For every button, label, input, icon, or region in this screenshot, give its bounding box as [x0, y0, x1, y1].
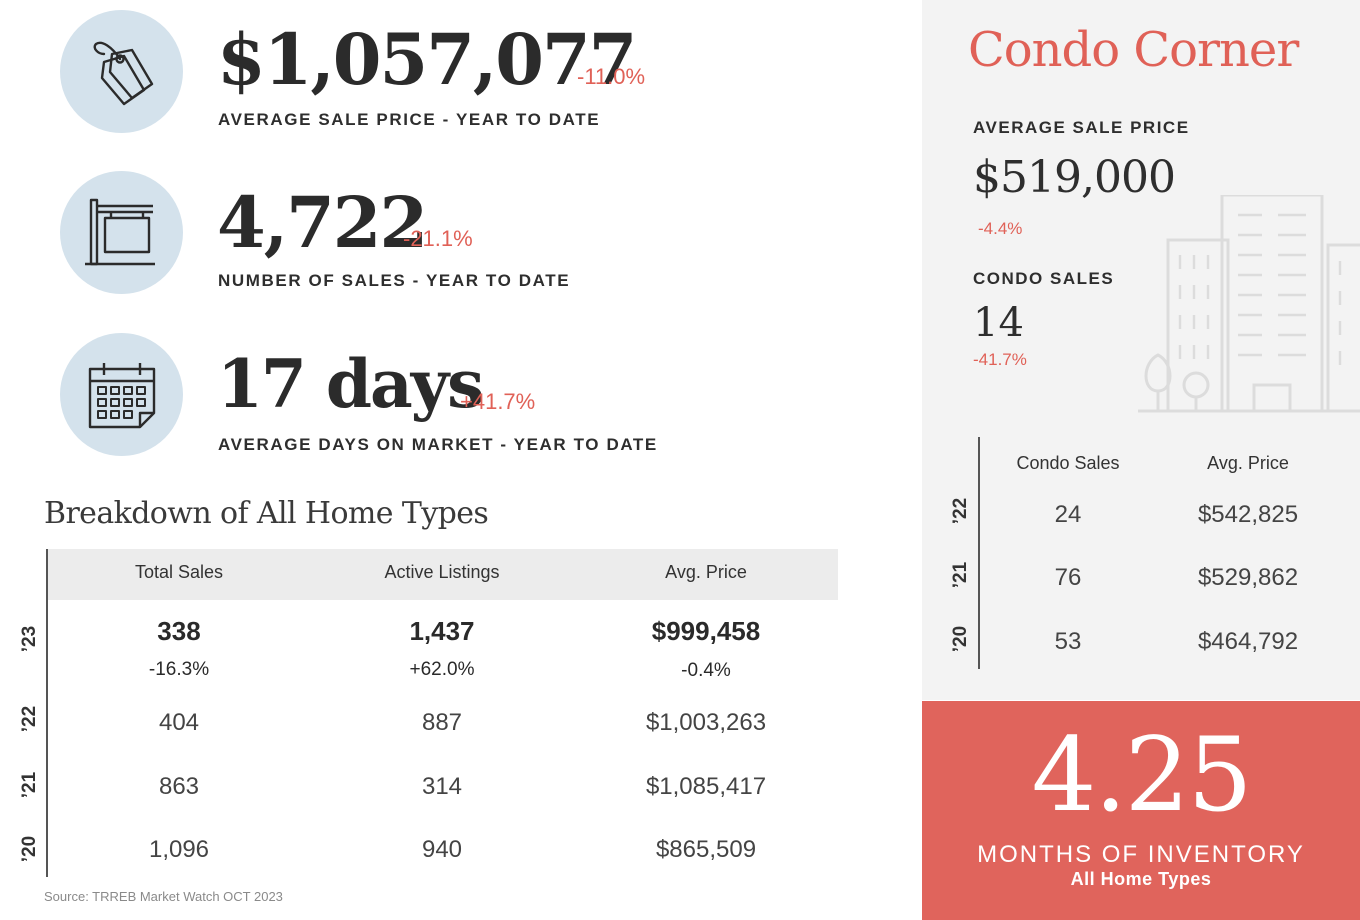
breakdown-23-total-sales: 338: [157, 616, 201, 646]
condo-22-sales: 24: [1054, 501, 1082, 528]
number-of-sales-label: NUMBER OF SALES - YEAR TO DATE: [218, 271, 571, 290]
breakdown-table-header: [47, 549, 838, 600]
breakdown-year-23: ’23: [19, 625, 40, 653]
condo-header-sales: Condo Sales: [1016, 453, 1120, 473]
condo-sales-label: CONDO SALES: [973, 269, 1115, 288]
price-tag-icon-circle: [60, 10, 183, 133]
days-on-market-change: +41.7%: [460, 389, 536, 414]
number-of-sales-change: -21.1%: [403, 226, 473, 251]
breakdown-header-total-sales: Total Sales: [134, 562, 224, 582]
condo-avg-price-value: $519,000: [973, 152, 1176, 203]
breakdown-23-active-listings-change: +62.0%: [409, 659, 475, 680]
breakdown-21-avg-price: $1,085,417: [645, 773, 767, 800]
breakdown-21-total-sales: 863: [158, 773, 200, 800]
breakdown-22-active-listings: 887: [421, 709, 463, 736]
breakdown-23-avg-price: $999,458: [651, 616, 761, 646]
inventory-box: [922, 701, 1360, 920]
condo-sales-change: -41.7%: [973, 350, 1027, 369]
breakdown-23-avg-price-change: -0.4%: [681, 660, 731, 681]
average-sale-price-value: $1,057,077: [217, 18, 637, 101]
condo-avg-price-change: -4.4%: [978, 219, 1023, 238]
breakdown-23-total-sales-change: -16.3%: [148, 659, 210, 680]
days-on-market-value: 17 days: [217, 345, 484, 423]
calendar-icon: [88, 362, 155, 428]
breakdown-21-active-listings: 314: [421, 773, 463, 800]
condo-table-divider: [978, 437, 980, 669]
condo-20-avg-price: $464,792: [1197, 628, 1299, 655]
condo-20-sales: 53: [1054, 628, 1082, 655]
condo-22-avg-price: $542,825: [1197, 501, 1299, 528]
condo-year-21: ’21: [950, 561, 971, 589]
breakdown-header-active-listings: Active Listings: [384, 562, 500, 582]
condo-year-20: ’20: [950, 625, 971, 653]
for-sale-sign-icon-circle: [60, 171, 183, 294]
average-sale-price-change: -11.0%: [577, 64, 646, 89]
breakdown-23-active-listings: 1,437: [409, 616, 475, 646]
calendar-icon-circle: [60, 333, 183, 456]
breakdown-20-total-sales: 1,096: [148, 836, 210, 863]
condo-21-sales: 76: [1054, 564, 1082, 591]
condo-21-avg-price: $529,862: [1197, 564, 1299, 591]
condo-sales-value: 14: [973, 300, 1024, 346]
stat-number-of-sales: 4,722 -21.1% NUMBER OF SALES - YEAR TO D…: [0, 171, 900, 311]
city-buildings-icon: [1138, 195, 1360, 413]
inventory-label: MONTHS OF INVENTORY: [977, 841, 1305, 868]
breakdown-20-active-listings: 940: [421, 836, 463, 863]
average-sale-price-label: AVERAGE SALE PRICE - YEAR TO DATE: [218, 110, 601, 129]
condo-year-22: ’22: [950, 497, 971, 525]
breakdown-table-divider: [46, 549, 48, 877]
inventory-value: 4.25: [1031, 716, 1252, 835]
breakdown-22-total-sales: 404: [158, 709, 200, 736]
price-tag-icon: [93, 41, 153, 105]
stat-days-on-market: 17 days +41.7% AVERAGE DAYS ON MARKET - …: [0, 333, 900, 473]
for-sale-sign-icon: [84, 198, 155, 265]
breakdown-year-22: ’22: [19, 705, 40, 733]
breakdown-header-avg-price: Avg. Price: [665, 562, 747, 582]
breakdown-year-20: ’20: [19, 835, 40, 863]
days-on-market-label: AVERAGE DAYS ON MARKET - YEAR TO DATE: [218, 435, 658, 454]
inventory-sublabel: All Home Types: [1070, 869, 1212, 889]
source-note: Source: TRREB Market Watch OCT 2023: [44, 889, 283, 904]
condo-header-avg-price: Avg. Price: [1207, 453, 1289, 473]
breakdown-year-21: ’21: [19, 771, 40, 799]
stat-average-sale-price: $1,057,077 -11.0% AVERAGE SALE PRICE - Y…: [0, 10, 900, 150]
condo-avg-price-label: AVERAGE SALE PRICE: [973, 118, 1190, 137]
condo-corner-title: Condo Corner: [968, 22, 1299, 78]
breakdown-title: Breakdown of All Home Types: [44, 496, 489, 531]
condo-corner-panel: [922, 0, 1360, 700]
number-of-sales-value: 4,722: [217, 181, 428, 264]
breakdown-22-avg-price: $1,003,263: [645, 709, 767, 736]
breakdown-20-avg-price: $865,509: [655, 836, 757, 863]
